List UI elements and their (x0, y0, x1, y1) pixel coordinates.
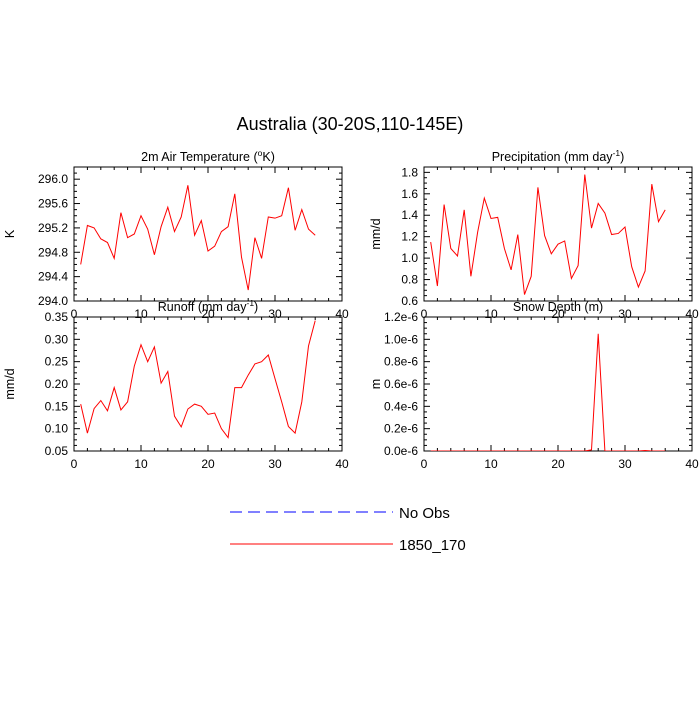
x-tick-label: 0 (421, 457, 428, 471)
x-tick-label: 0 (71, 307, 78, 321)
panel-title: Snow Depth (m) (513, 300, 603, 314)
x-tick-label: 20 (201, 457, 215, 471)
panel-4: Snow Depth (m) m 0 10 20 30 40 0.0e-6 0.2e-6 0.4e… (369, 300, 699, 471)
y-tick-label: 0.35 (45, 310, 69, 324)
y-tick-label: 0.20 (45, 377, 69, 391)
x-tick-label: 20 (551, 457, 565, 471)
y-tick-label: 0.15 (45, 399, 69, 413)
figure-title: Australia (30-20S,110-145E) (237, 114, 464, 134)
series-line (80, 320, 316, 439)
y-tick-label: 295.6 (38, 197, 68, 211)
y-axis-label: mm/d (3, 368, 17, 399)
series-line (430, 333, 666, 451)
x-tick-label: 0 (421, 307, 428, 321)
y-tick-label: 294.0 (38, 294, 68, 308)
legend-label: 1850_170 (399, 537, 466, 554)
y-tick-label: 0.8e-6 (384, 355, 418, 369)
legend: No Obs 1850_170 (230, 505, 466, 554)
y-tick-label: 0.4e-6 (384, 399, 418, 413)
panel-2: Precipitation (mm day-1)mm/d0 10 20 30 400.6… (369, 148, 699, 321)
y-tick-label: 0.6e-6 (384, 377, 418, 391)
y-tick-label: 0.2e-6 (384, 422, 418, 436)
y-tick-label: 1.0e-6 (384, 332, 418, 346)
y-tick-label: 1.2 (401, 230, 418, 244)
y-tick-label: 1.4 (401, 208, 418, 222)
y-axis-label: mm/d (369, 218, 383, 249)
panels: 2m Air Temperature (oK) K 0 10 20 30 40 294.0 29… (3, 148, 699, 471)
plot-frame (73, 316, 343, 452)
y-tick-label: 0.05 (45, 444, 69, 458)
y-tick-label: 1.6 (401, 187, 418, 201)
y-axis-label: K (3, 229, 17, 238)
y-tick-label: 294.8 (38, 245, 68, 259)
plot-frame (73, 166, 343, 302)
legend-item: 1850_170 (230, 537, 466, 554)
panel-title: Runoff (mm day-1) (158, 298, 258, 314)
y-tick-label: 0.6 (401, 294, 418, 308)
x-tick-label: 40 (685, 457, 699, 471)
y-tick-label: 1.0 (401, 251, 418, 265)
x-tick-label: 40 (335, 457, 349, 471)
x-tick-label: 30 (268, 457, 282, 471)
y-tick-label: 0.30 (45, 332, 69, 346)
series-line (80, 185, 316, 291)
panel-title: 2m Air Temperature (oK) (141, 148, 275, 164)
series-line (430, 174, 666, 295)
y-tick-label: 1.2e-6 (384, 310, 418, 324)
x-tick-label: 10 (484, 457, 498, 471)
plot-frame (423, 316, 693, 452)
y-tick-label: 0.0e-6 (384, 444, 418, 458)
y-tick-label: 295.2 (38, 221, 68, 235)
panel-title: Precipitation (mm day-1) (492, 148, 625, 164)
y-tick-label: 0.25 (45, 355, 69, 369)
y-tick-label: 0.10 (45, 422, 69, 436)
x-tick-label: 30 (618, 457, 632, 471)
panel-1: 2m Air Temperature (oK)K0 10 20 30 40294.029… (3, 148, 349, 321)
legend-item: No Obs (230, 505, 450, 522)
y-tick-label: 296.0 (38, 172, 68, 186)
legend-label: No Obs (399, 505, 450, 522)
y-tick-label: 1.8 (401, 165, 418, 179)
y-tick-label: 0.8 (401, 273, 418, 287)
x-tick-label: 10 (134, 457, 148, 471)
panel-3: Runoff (mm day-1) mm/d 0 10 20 30 40 0.05 0.10 0.… (3, 298, 349, 471)
y-axis-label: m (369, 379, 383, 389)
y-tick-label: 294.4 (38, 270, 68, 284)
x-tick-label: 0 (71, 457, 78, 471)
